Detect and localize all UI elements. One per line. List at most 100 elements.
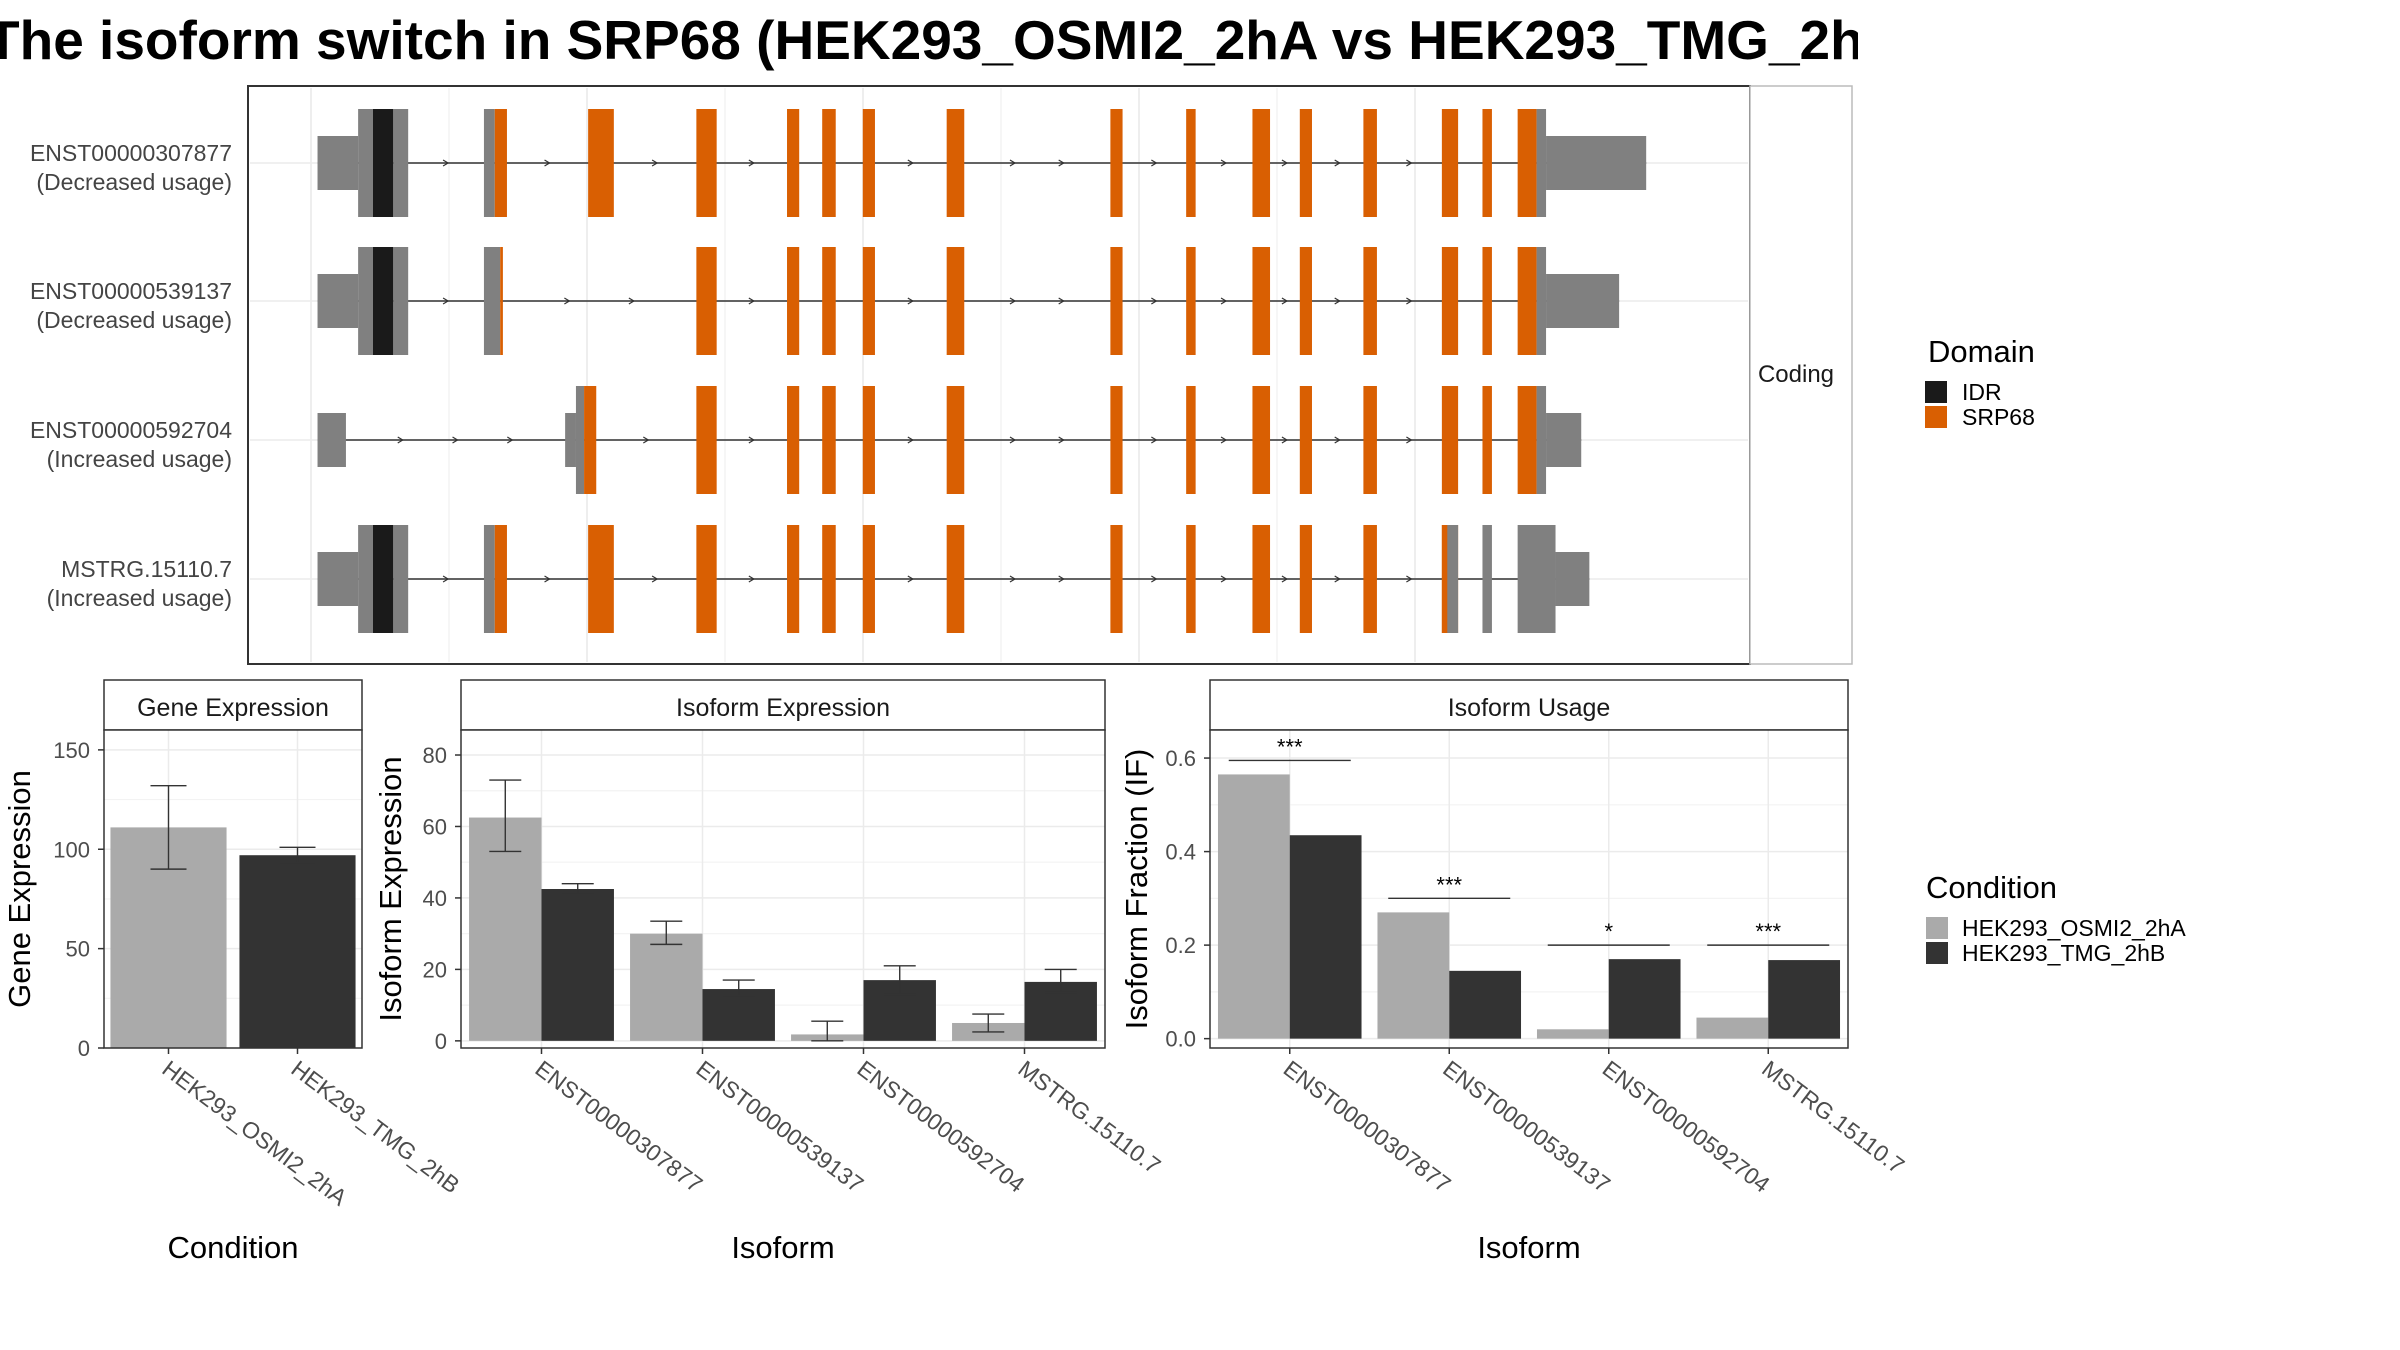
noncoding-exon [317,136,359,190]
panel-strip [103,679,363,731]
transcript-id-label: MSTRG.15110.7 [61,556,232,582]
direction-arrow [564,297,571,305]
noncoding-exon [1482,525,1492,633]
srp68-exon [1186,386,1196,494]
srp68-exon [588,109,614,217]
y-tick-label: 100 [53,837,90,862]
srp68-exon [946,386,965,494]
panel-border [1209,729,1849,1049]
transcript-labels: ENST00000307877 (Decreased usage) ENST0000… [30,140,232,611]
y-axis-title: Isoform Fraction (IF) [1119,749,1154,1030]
y-axis-title: Gene Expression [2,770,37,1008]
panel-strip [1209,679,1849,731]
direction-arrow [1151,436,1158,444]
direction-arrow [1334,159,1341,167]
srp68-exon [1252,386,1271,494]
transcript-ENST00000307877 [317,109,1647,217]
condition-legend-title: Condition [1926,870,2057,905]
direction-arrow [1281,297,1289,305]
direction-arrow [507,436,514,444]
srp68-exon [1482,247,1492,355]
srp68-legend-key [1925,406,1947,428]
transcript-MSTRG.15110.7 [317,525,1590,633]
direction-arrow [544,159,551,167]
srp68-exon [1441,386,1459,494]
srp68-exon [696,247,717,355]
noncoding-exon [1546,136,1647,190]
noncoding-exon [1517,525,1556,633]
idr-exon [373,525,394,633]
domain-legend: Domain IDR SRP68 [1925,334,2035,430]
srp68-exon [1517,109,1537,217]
noncoding-exon [358,525,374,633]
x-axis-title: Condition [168,1230,299,1265]
direction-arrow [1334,297,1341,305]
y-tick-label: 0.0 [1165,1027,1196,1052]
direction-arrow [1281,159,1289,167]
panel-isoform-usage: Isoform Usage 0.0 0.2 0.4 0.6 *** ENST00000307… [1119,679,1909,1265]
transcript-id-label: ENST00000307877 [30,140,232,166]
srp68-exon [1110,386,1123,494]
direction-arrow [748,575,756,583]
srp68-exon [494,109,507,217]
srp68-exon [500,247,503,355]
noncoding-exon [483,525,495,633]
noncoding-exon [393,109,409,217]
idr-exon [373,247,394,355]
noncoding-exon [1536,109,1547,217]
direction-arrow [1009,436,1017,444]
significance-label: * [1604,919,1613,944]
direction-arrow [1058,575,1065,583]
x-tick-label: MSTRG.15110.7 [1013,1055,1165,1179]
direction-arrow [1151,575,1158,583]
srp68-exon [946,109,965,217]
y-tick-label: 0 [435,1029,447,1054]
srp68-exon [1252,109,1271,217]
transcript-id-label: ENST00000539137 [30,278,232,304]
noncoding-exon [1536,386,1547,494]
transcript-structure-panel: Coding ENST00000307877(Decreased usage)E… [30,85,1853,665]
x-tick-label: ENST00000307877 [1279,1055,1456,1197]
osmi2-legend-label: HEK293_OSMI2_2hA [1962,915,2186,941]
srp68-exon [1482,386,1492,494]
x-tick-label: ENST00000539137 [691,1055,868,1197]
noncoding-exon [1447,525,1459,633]
direction-arrow [1058,297,1065,305]
panel-title: Gene Expression [137,694,329,722]
y-tick-label: 150 [53,738,90,763]
y-axis-title: Isoform Expression [373,756,408,1021]
panel-strip [460,679,1106,731]
noncoding-exon [1546,274,1620,328]
direction-arrow [643,436,650,444]
osmi2-legend-key [1926,917,1948,939]
direction-arrow [1334,436,1341,444]
bar [1696,1017,1769,1039]
direction-arrow [651,159,659,167]
noncoding-exon [317,552,359,606]
condition-legend: Condition HEK293_OSMI2_2hA HEK293_TMG_2h… [1926,870,2186,966]
direction-arrow [1058,436,1065,444]
srp68-exon [1441,525,1448,633]
srp68-exon [1110,525,1123,633]
direction-arrow [452,436,459,444]
srp68-exon [862,525,875,633]
direction-arrow [1406,575,1413,583]
direction-arrow [1281,575,1289,583]
direction-arrow [1334,575,1341,583]
direction-arrow [442,575,450,583]
noncoding-exon [317,274,359,328]
significance-label: *** [1436,872,1462,897]
noncoding-exon [575,386,585,494]
srp68-exon [584,386,597,494]
srp68-exon [1252,525,1271,633]
srp68-exon [1441,247,1459,355]
direction-arrow [907,297,914,305]
direction-arrow [628,297,636,305]
transcript-status-label: (Increased usage) [47,446,232,472]
srp68-exon [862,386,875,494]
chart-title: The isoform switch in SRP68 (HEK293_OSMI… [0,9,1858,71]
transcript-ENST00000592704 [317,386,1582,494]
srp68-exon [1363,109,1377,217]
direction-arrow [1009,575,1017,583]
